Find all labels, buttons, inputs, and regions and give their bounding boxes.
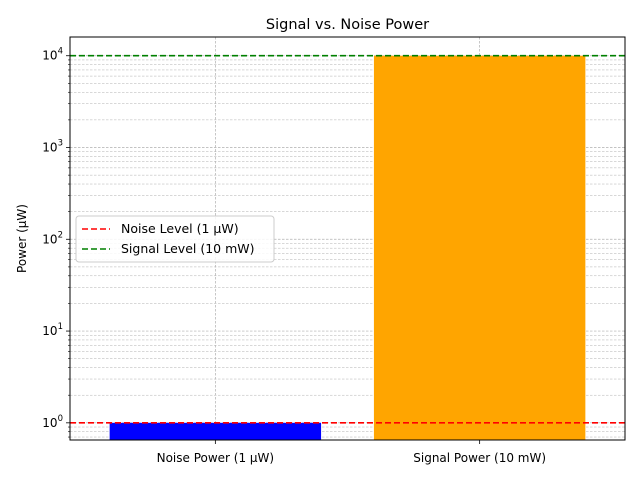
y-tick-label: 104 (42, 47, 63, 63)
x-tick-label: Noise Power (1 μW) (157, 451, 275, 465)
y-axis-label: Power (μW) (15, 204, 29, 273)
chart-title: Signal vs. Noise Power (266, 17, 429, 33)
bars (109, 55, 586, 440)
y-tick-label: 102 (42, 230, 63, 246)
legend-label-noise-level: Noise Level (1 μW) (121, 221, 239, 236)
bar (373, 55, 586, 440)
y-tick-label: 100 (42, 414, 63, 430)
plot-frame (69, 36, 626, 441)
x-axis: Noise Power (1 μW) Signal Power (10 mW) (157, 440, 546, 465)
y-axis: 100 101 102 103 104 (42, 47, 70, 438)
reference-lines (70, 54, 625, 424)
x-tick-label: Signal Power (10 mW) (413, 451, 546, 465)
y-tick-label: 103 (42, 139, 63, 155)
bar (109, 422, 322, 440)
legend-box (75, 215, 275, 263)
legend: Noise Level (1 μW) Signal Level (10 mW) (75, 215, 275, 263)
y-tick-label: 101 (42, 322, 63, 338)
legend-label-signal-level: Signal Level (10 mW) (121, 241, 255, 256)
